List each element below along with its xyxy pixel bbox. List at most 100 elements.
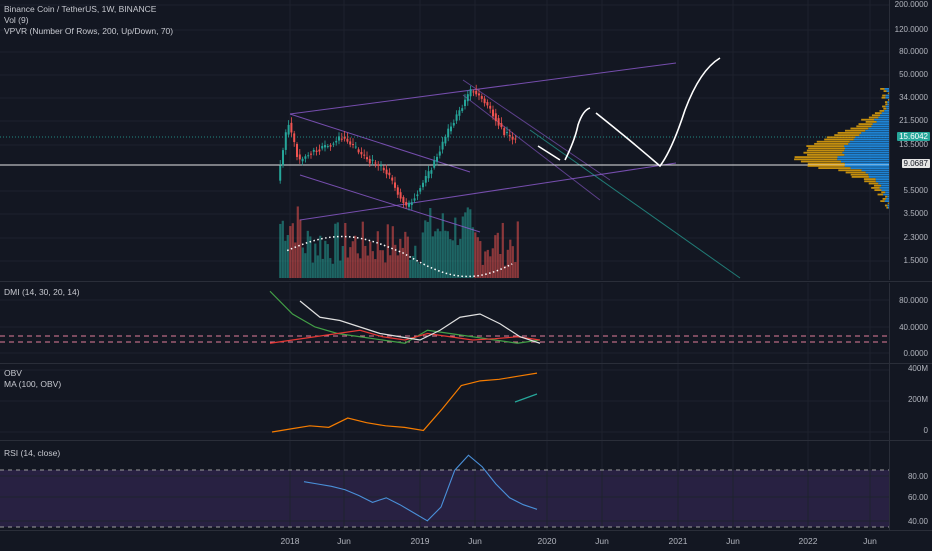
- obv-ma-label[interactable]: MA (100, OBV): [4, 379, 62, 389]
- vpvr-bar-down: [818, 167, 851, 169]
- candle-body: [405, 201, 408, 206]
- vpvr-bar-down: [880, 200, 885, 202]
- vpvr-bar-up: [861, 132, 890, 134]
- dmi-series-line: [299, 300, 541, 344]
- volume-ma-line: [286, 235, 513, 278]
- price-chart[interactable]: [0, 0, 890, 280]
- volume-bar: [476, 237, 479, 278]
- candle-body: [399, 192, 402, 199]
- vpvr-bar-up: [844, 147, 890, 150]
- channel-line: [299, 174, 481, 233]
- rsi-chart[interactable]: [0, 441, 890, 530]
- vpvr-bar-down: [887, 92, 889, 95]
- pane-separator[interactable]: [0, 440, 932, 441]
- dmi-axis[interactable]: 80.0000 40.0000 0.0000: [889, 283, 932, 363]
- dmi-chart[interactable]: [0, 283, 890, 363]
- volume-bar: [446, 231, 449, 278]
- time-tick: 2022: [798, 536, 818, 546]
- volume-bar: [431, 236, 434, 278]
- vpvr-bar-down: [803, 151, 843, 154]
- time-axis[interactable]: [0, 530, 932, 551]
- price-pane[interactable]: Binance Coin / TetherUS, 1W, BINANCE Vol…: [0, 0, 890, 280]
- candle-body: [455, 114, 458, 121]
- candle-body: [326, 146, 329, 148]
- volume-bar: [434, 231, 437, 278]
- chart-title[interactable]: Binance Coin / TetherUS, 1W, BINANCE: [4, 4, 157, 14]
- pane-separator[interactable]: [0, 363, 932, 364]
- candle-body: [458, 110, 461, 116]
- candle-body: [413, 198, 416, 201]
- channel-line: [289, 113, 471, 173]
- candle-body: [363, 154, 366, 156]
- vpvr-bar-down: [850, 127, 869, 130]
- obv-line: [271, 372, 538, 433]
- dmi-series-line: [269, 290, 541, 344]
- volume-bar: [331, 263, 334, 278]
- volume-bar: [364, 245, 367, 278]
- candle-body: [340, 138, 343, 140]
- vpvr-bar-up: [861, 169, 890, 172]
- volume-bar: [484, 251, 487, 278]
- vpvr-bar-up: [885, 94, 890, 97]
- rsi-pane[interactable]: RSI (14, close): [0, 441, 890, 530]
- price-tick: 200.0000: [894, 0, 928, 9]
- rsi-label[interactable]: RSI (14, close): [4, 448, 61, 458]
- obv-label[interactable]: OBV: [4, 368, 22, 378]
- vpvr-bar-up: [886, 90, 890, 92]
- candle-body: [366, 157, 368, 160]
- candle-body: [354, 146, 357, 148]
- volume-bar: [291, 223, 294, 278]
- rsi-tick: 80.00: [907, 472, 928, 481]
- vpvr-bar-up: [848, 143, 890, 145]
- rsi-axis[interactable]: 80.00 60.00 40.00: [889, 441, 932, 530]
- vpvr-bar-down: [838, 169, 862, 172]
- volume-bar: [509, 239, 512, 278]
- vol-indicator-label[interactable]: Vol (9): [4, 15, 29, 25]
- price-axis[interactable]: 200.0000 120.0000 80.0000 50.0000 34.000…: [889, 0, 932, 280]
- vpvr-indicator-label[interactable]: VPVR (Number Of Rows, 200, Up/Down, 70): [4, 26, 174, 36]
- volume-bar: [309, 236, 312, 278]
- obv-chart[interactable]: [0, 364, 890, 440]
- obv-axis[interactable]: 400M 200M 0: [889, 364, 932, 440]
- dmi-tick: 40.0000: [899, 323, 928, 332]
- volume-bar: [286, 235, 289, 278]
- candle-body: [480, 96, 483, 99]
- pane-separator[interactable]: [0, 281, 932, 282]
- candle-body: [408, 202, 410, 207]
- volume-bar: [299, 219, 302, 278]
- candle-body: [483, 98, 486, 104]
- volume-bar: [496, 232, 499, 278]
- channel-line: [289, 62, 677, 115]
- vpvr-bar-down: [883, 90, 887, 92]
- volume-bar: [504, 265, 507, 278]
- candle-body: [391, 177, 394, 181]
- time-tick: Jun: [726, 536, 740, 546]
- vpvr-bar-up: [874, 118, 890, 121]
- vpvr-bar-down: [882, 198, 886, 200]
- volume-bar: [471, 227, 474, 278]
- candle-body: [500, 123, 503, 128]
- vpvr-bar-up: [844, 149, 890, 152]
- vpvr-bar-down: [864, 180, 876, 183]
- dmi-label[interactable]: DMI (14, 30, 20, 14): [4, 287, 80, 297]
- candle-body: [503, 128, 506, 136]
- dmi-tick: 0.0000: [903, 349, 928, 358]
- obv-pane[interactable]: OBV MA (100, OBV): [0, 364, 890, 440]
- price-tick: 21.5000: [899, 116, 928, 125]
- volume-bar: [451, 240, 454, 278]
- volume-bar: [479, 241, 482, 278]
- candle-body: [416, 194, 419, 197]
- candle-body: [486, 102, 489, 106]
- candle-body: [352, 144, 354, 146]
- vpvr-bar-down: [816, 140, 850, 143]
- vpvr-bar-up: [878, 182, 890, 185]
- dmi-pane[interactable]: DMI (14, 30, 20, 14): [0, 283, 890, 363]
- volume-bar: [396, 255, 399, 278]
- candle-body: [441, 141, 444, 150]
- vpvr-bar-up: [837, 158, 890, 161]
- volume-bar: [374, 259, 377, 278]
- time-tick: Jun: [337, 536, 351, 546]
- candle-body: [424, 176, 427, 183]
- candle-body: [436, 156, 438, 162]
- vpvr-bar-up: [887, 103, 890, 106]
